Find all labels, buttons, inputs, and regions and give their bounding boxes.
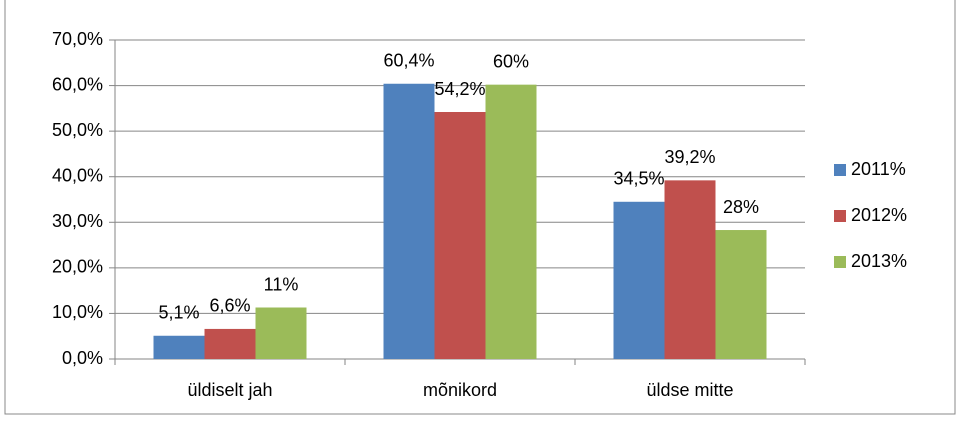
value-label: 28% (723, 197, 759, 217)
bar (664, 180, 716, 359)
legend-label: 2013% (851, 251, 907, 271)
y-tick-label: 10,0% (52, 302, 103, 322)
bar (153, 335, 205, 359)
bar (434, 112, 486, 359)
y-tick-label: 60,0% (52, 74, 103, 94)
y-tick-label: 20,0% (52, 257, 103, 277)
bar (485, 84, 537, 359)
value-label: 34,5% (613, 169, 664, 189)
y-tick-label: 50,0% (52, 120, 103, 140)
y-tick-label: 70,0% (52, 29, 103, 49)
value-label: 6,6% (209, 296, 250, 316)
value-label: 60% (493, 51, 529, 71)
y-tick-label: 40,0% (52, 165, 103, 185)
value-label: 54,2% (434, 79, 485, 99)
x-tick-label: mõnikord (423, 380, 497, 400)
bar (255, 307, 307, 359)
x-tick-label: üldse mitte (646, 380, 733, 400)
legend-swatch (834, 164, 846, 176)
y-tick-label: 30,0% (52, 211, 103, 231)
x-tick-label: üldiselt jah (187, 380, 272, 400)
legend-label: 2012% (851, 205, 907, 225)
y-tick-label: 0,0% (62, 348, 103, 368)
value-label: 11% (264, 274, 299, 294)
value-label: 39,2% (664, 147, 715, 167)
legend-swatch (834, 256, 846, 268)
legend-swatch (834, 210, 846, 222)
value-label: 5,1% (158, 303, 199, 323)
bar (204, 328, 256, 359)
bar (613, 201, 665, 359)
bar (715, 230, 767, 359)
value-label: 60,4% (383, 50, 434, 70)
legend-label: 2011% (851, 159, 906, 179)
bar (383, 83, 435, 360)
